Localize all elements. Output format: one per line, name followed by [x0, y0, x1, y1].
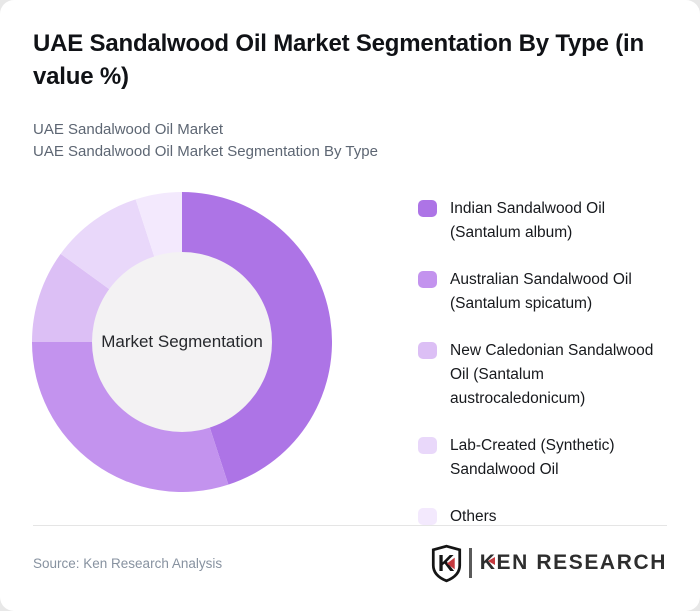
red-triangle-icon — [487, 557, 495, 565]
page-title: UAE Sandalwood Oil Market Segmentation B… — [33, 30, 644, 90]
legend-item: Indian Sandalwood Oil (Santalum album) — [418, 197, 680, 245]
legend-label: Indian Sandalwood Oil (Santalum album) — [450, 200, 606, 241]
donut-svg — [32, 192, 332, 492]
footer-divider — [33, 525, 667, 526]
svg-text:K: K — [438, 550, 455, 576]
legend-swatch — [418, 200, 437, 217]
logo-separator — [468, 548, 472, 578]
ken-research-logo: K K EN RESEARCH — [431, 543, 667, 583]
shield-k-icon: K — [431, 544, 461, 582]
legend-item: New Caledonian Sandalwood Oil (Santalum … — [418, 339, 680, 411]
subtitle-line-1: UAE Sandalwood Oil Market — [33, 121, 224, 138]
legend-label: Lab-Created (Synthetic) Sandalwood Oil — [450, 437, 615, 478]
legend-swatch — [418, 271, 437, 288]
logo-wordmark: K EN RESEARCH — [480, 551, 667, 575]
legend-label: Others — [450, 508, 497, 525]
legend-item: Australian Sandalwood Oil (Santalum spic… — [418, 268, 680, 316]
donut-hole — [92, 252, 272, 432]
subtitle-line-2: UAE Sandalwood Oil Market Segmentation B… — [33, 143, 378, 160]
legend-item: Others — [418, 505, 680, 529]
wordmark-k: K — [479, 551, 497, 574]
legend-item: Lab-Created (Synthetic) Sandalwood Oil — [418, 434, 680, 482]
legend-swatch — [418, 437, 437, 454]
source-note: Source: Ken Research Analysis — [33, 556, 223, 571]
donut-chart: Market Segmentation — [32, 192, 332, 492]
subtitle: UAE Sandalwood Oil Market UAE Sandalwood… — [33, 119, 378, 163]
legend-label: Australian Sandalwood Oil (Santalum spic… — [450, 271, 632, 312]
chart-legend: Indian Sandalwood Oil (Santalum album) A… — [418, 197, 680, 529]
legend-swatch — [418, 342, 437, 359]
legend-swatch — [418, 508, 437, 525]
legend-label: New Caledonian Sandalwood Oil (Santalum … — [450, 342, 654, 407]
wordmark-rest: EN RESEARCH — [496, 551, 667, 574]
